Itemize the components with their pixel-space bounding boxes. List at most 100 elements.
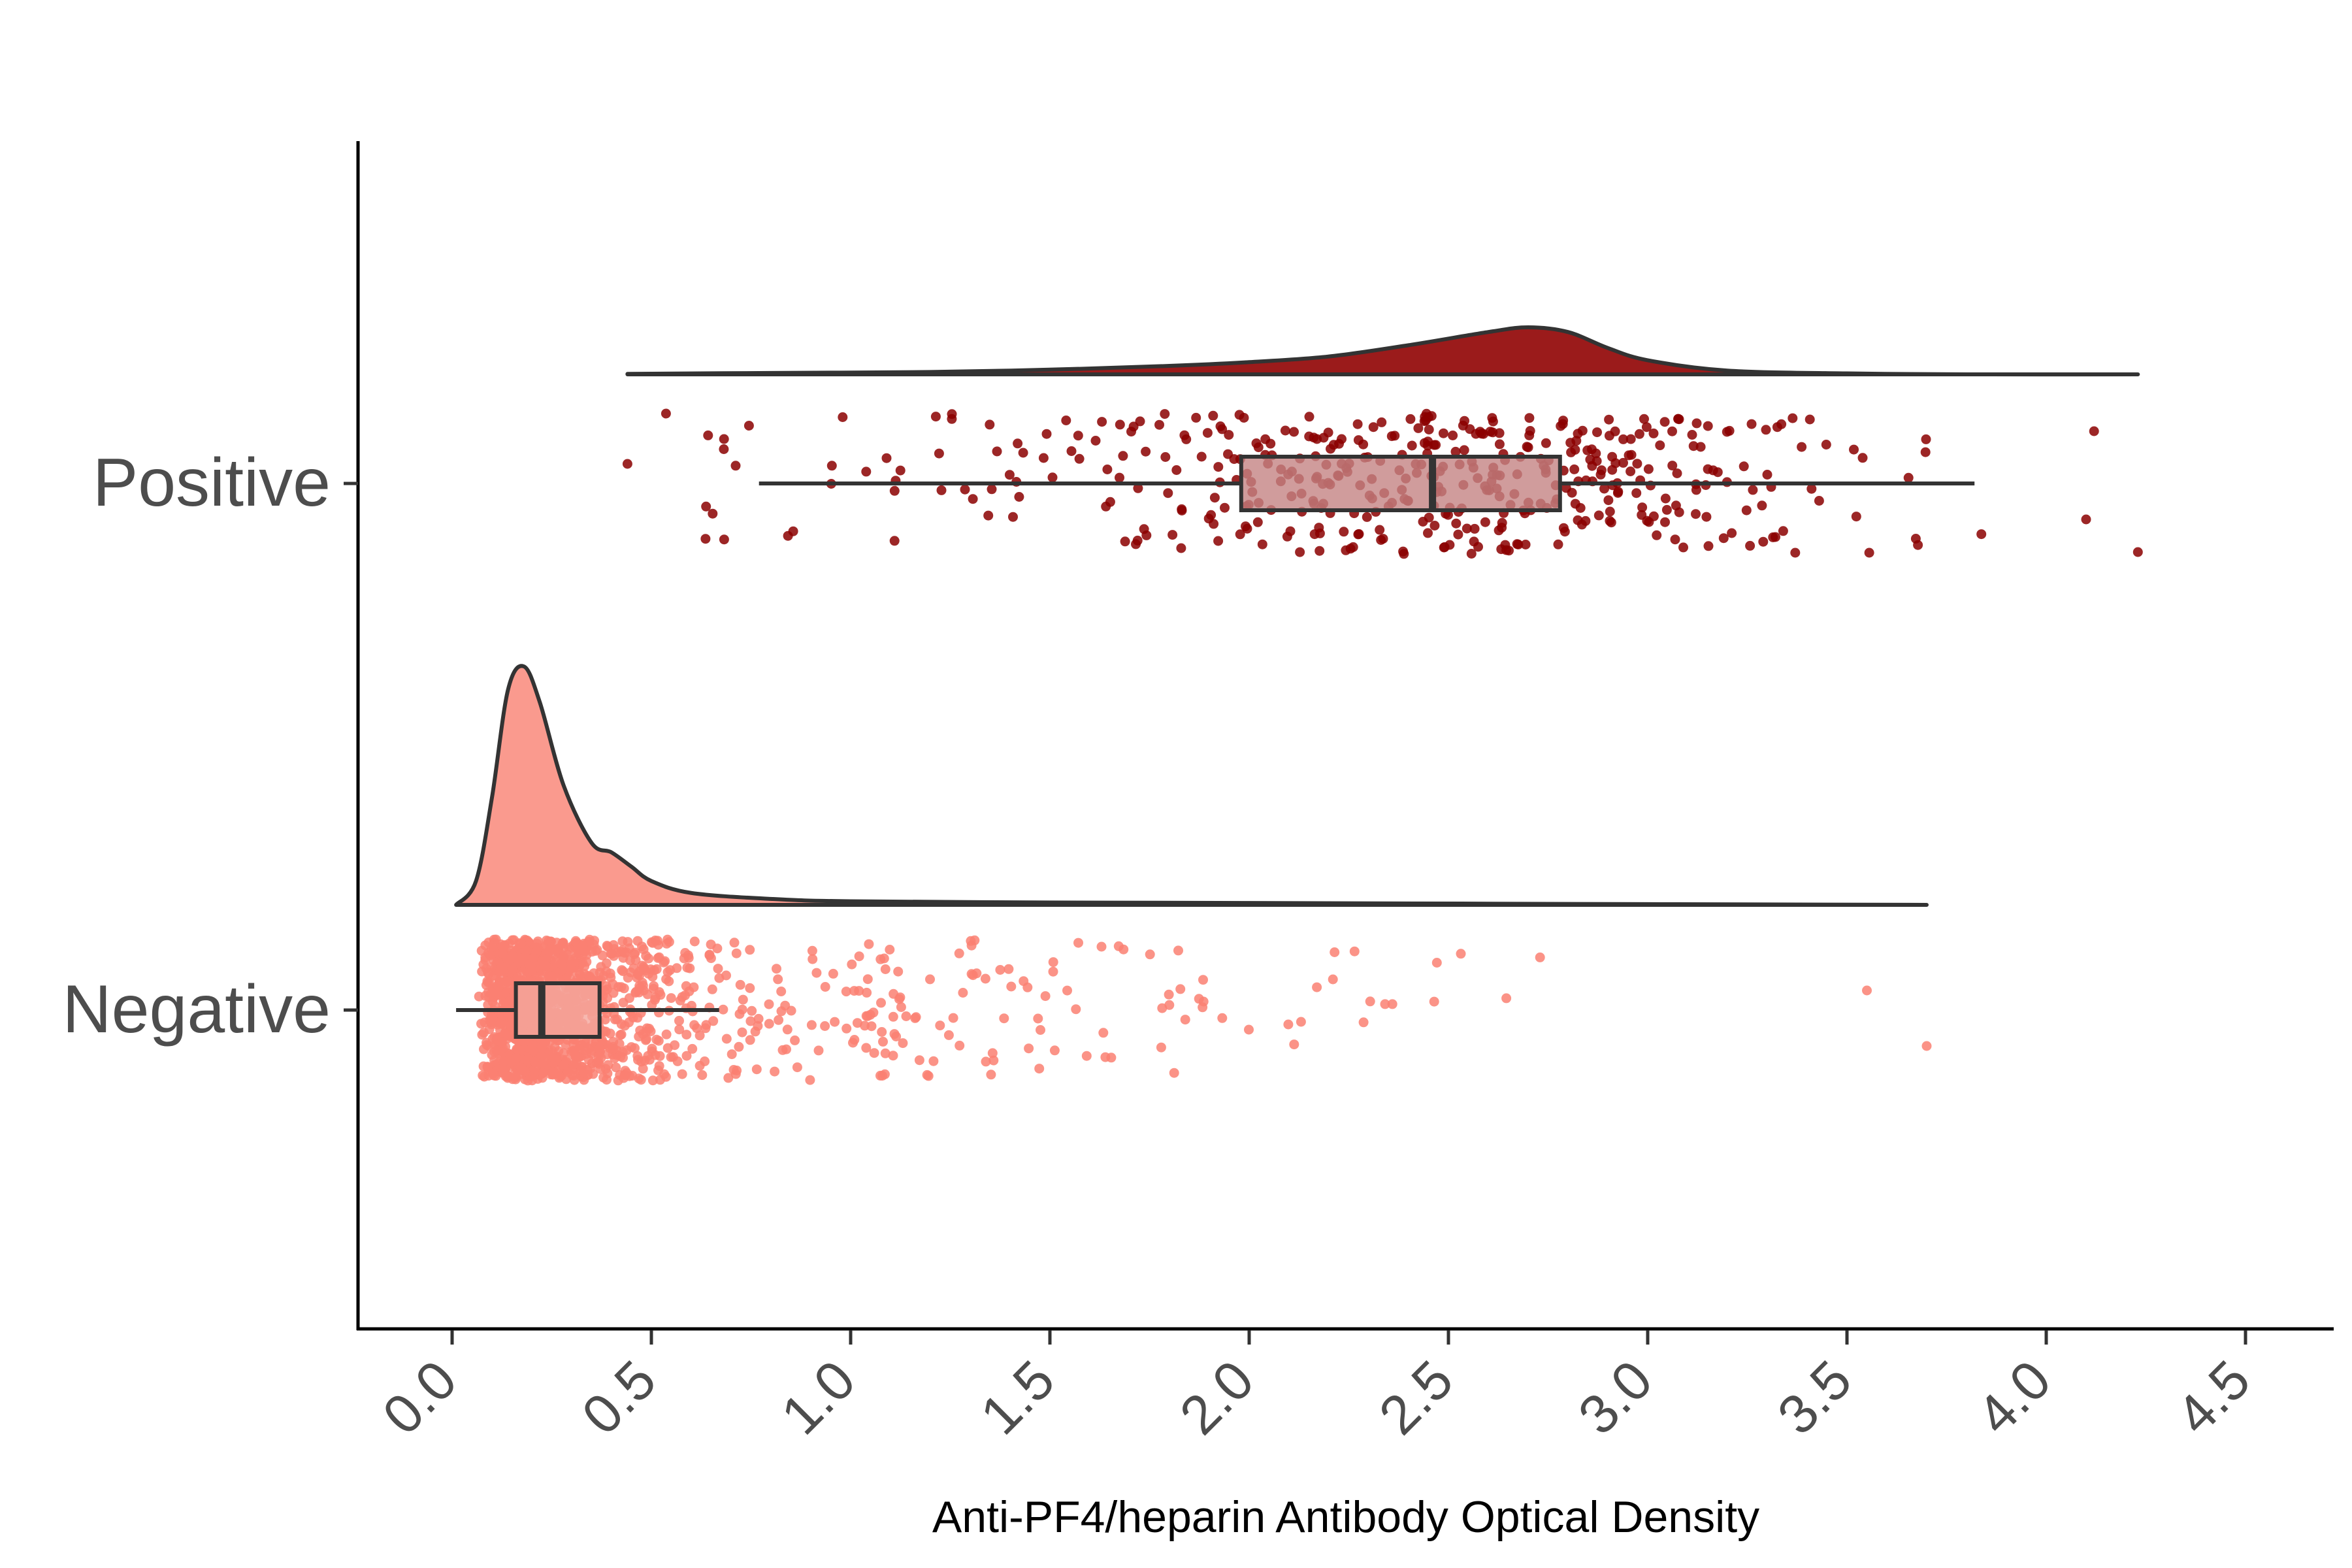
negative-data-point [876, 998, 886, 1008]
negative-data-point [751, 1064, 762, 1075]
positive-data-point [719, 534, 729, 545]
negative-data-point [683, 950, 693, 960]
negative-data-point [493, 990, 503, 1000]
negative-data-point [847, 959, 857, 970]
negative-data-point [805, 1075, 815, 1085]
positive-data-point [1448, 431, 1458, 440]
negative-data-point [528, 1045, 538, 1056]
negative-data-point [981, 1056, 991, 1067]
negative-data-point [723, 1073, 734, 1083]
negative-data-point [1006, 981, 1017, 992]
positive-data-point [1120, 536, 1130, 547]
negative-data-point [1296, 1017, 1306, 1027]
positive-data-point [1745, 540, 1756, 551]
positive-outlier-point [622, 459, 632, 469]
positive-data-point [1678, 542, 1688, 553]
positive-data-point [1570, 498, 1580, 509]
positive-data-point [1592, 427, 1602, 438]
negative-data-point [1387, 999, 1397, 1009]
negative-data-point [615, 1070, 625, 1080]
positive-data-point [1097, 417, 1107, 427]
positive-data-point [1375, 525, 1385, 535]
positive-data-point [1478, 429, 1489, 439]
positive-data-point [838, 412, 848, 422]
negative-data-point [1081, 1051, 1092, 1061]
positive-data-point [1604, 414, 1614, 425]
positive-data-point [1718, 533, 1729, 544]
positive-data-point [1141, 446, 1151, 457]
positive-data-point [1008, 512, 1018, 522]
positive-data-point [1821, 440, 1831, 449]
y-tick-label-positive: Positive [93, 445, 331, 521]
negative-data-point [498, 1064, 508, 1075]
negative-data-point [1198, 975, 1208, 985]
positive-data-point [1631, 488, 1642, 498]
axes [356, 141, 2334, 1331]
positive-data-point [1805, 414, 1815, 425]
negative-data-point [877, 1027, 887, 1037]
negative-data-point [527, 966, 537, 976]
positive-data-point [1641, 422, 1652, 433]
x-tick-label: 3.5 [1766, 1348, 1863, 1446]
positive-data-point [1399, 549, 1409, 559]
positive-data-point [1469, 536, 1479, 547]
negative-data-point [563, 1067, 573, 1077]
positive-data-point [1465, 424, 1475, 434]
negative-data-point [666, 993, 676, 1004]
negative-data-point [498, 949, 508, 959]
negative-data-point [770, 1066, 780, 1077]
x-tick-label: 2.5 [1367, 1348, 1465, 1446]
negative-data-point [498, 1056, 508, 1067]
negative-data-point [513, 972, 523, 983]
negative-data-point [1194, 994, 1204, 1004]
positive-data-point [1339, 527, 1349, 537]
positive-data-point [1139, 524, 1149, 534]
negative-data-point [880, 1048, 890, 1058]
positive-data-point [1660, 493, 1671, 504]
positive-data-point [1496, 544, 1507, 555]
positive-data-point [1593, 510, 1604, 521]
negative-data-point [487, 1050, 497, 1060]
positive-data-point [968, 494, 978, 504]
negative-data-point [662, 967, 673, 977]
negative-data-point [549, 1067, 559, 1077]
negative-data-point [611, 1062, 621, 1073]
negative-data-point [728, 1065, 739, 1075]
positive-data-point [1778, 526, 1788, 536]
negative-data-point [1004, 964, 1014, 974]
negative-data-point [849, 1035, 860, 1045]
y-tick-label-negative: Negative [63, 972, 331, 1047]
negative-data-point [718, 1004, 728, 1015]
negative-data-point [516, 939, 527, 949]
positive-data-point [1688, 441, 1699, 451]
negative-data-point [632, 969, 643, 979]
negative-data-point [500, 1029, 510, 1039]
positive-data-point [1757, 500, 1767, 511]
negative-data-point [521, 945, 531, 956]
negative-data-point [1024, 1043, 1034, 1054]
positive-data-point [1790, 547, 1801, 558]
negative-data-point [808, 954, 818, 964]
positive-outlier-point [2081, 514, 2091, 525]
negative-data-point [879, 953, 889, 964]
negative-data-point [864, 939, 874, 949]
positive-data-point [1655, 440, 1665, 451]
positive-data-point [936, 485, 947, 495]
negative-data-point [661, 938, 672, 949]
negative-data-point [820, 982, 830, 992]
negative-data-point [637, 960, 647, 971]
negative-data-point [675, 995, 685, 1005]
negative-data-point [706, 939, 716, 950]
positive-data-point [1512, 539, 1522, 549]
positive-data-point [1309, 433, 1319, 443]
negative-data-point [557, 960, 568, 970]
negative-data-point [645, 1026, 656, 1037]
positive-data-point [1282, 531, 1292, 542]
negative-data-point [608, 979, 618, 989]
y-axis-ticks: Positive Negative [63, 445, 358, 1047]
negative-data-point [677, 1069, 687, 1079]
positive-data-point [1703, 421, 1713, 431]
positive-data-point [1701, 512, 1712, 522]
positive-data-point [1038, 453, 1049, 463]
negative-outlier-point [1862, 985, 1872, 996]
